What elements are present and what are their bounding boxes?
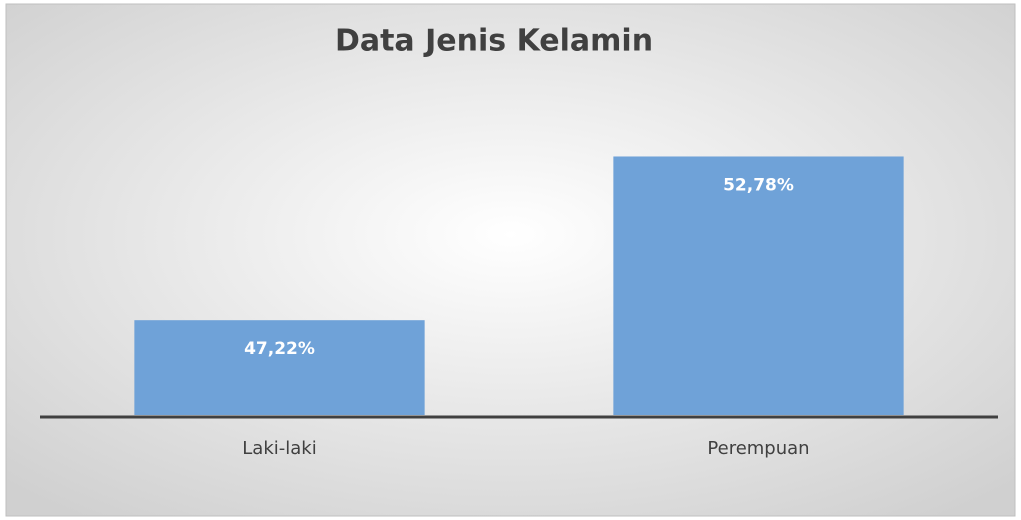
data-label: 47,22% [244,339,315,359]
x-tick-label: Laki-laki [242,438,316,459]
chart-title: Data Jenis Kelamin [335,24,653,59]
data-label: 52,78% [723,175,794,195]
bar [134,320,425,415]
x-tick-label: Perempuan [707,438,809,459]
bar [613,156,904,415]
